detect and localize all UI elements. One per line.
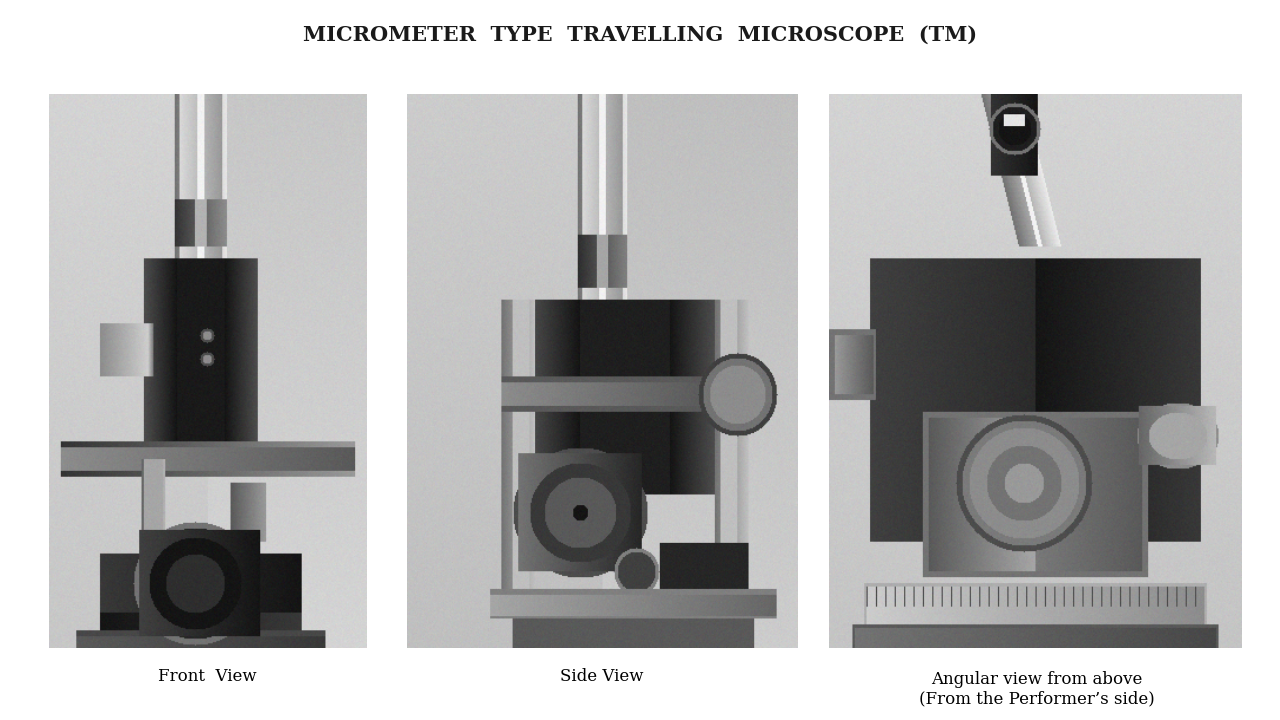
Text: Front  View: Front View — [157, 668, 257, 685]
Text: MICROMETER  TYPE  TRAVELLING  MICROSCOPE  (TM): MICROMETER TYPE TRAVELLING MICROSCOPE (T… — [303, 25, 977, 45]
Text: Side View: Side View — [559, 668, 644, 685]
Text: Angular view from above
(From the Performer’s side): Angular view from above (From the Perfor… — [919, 671, 1155, 708]
